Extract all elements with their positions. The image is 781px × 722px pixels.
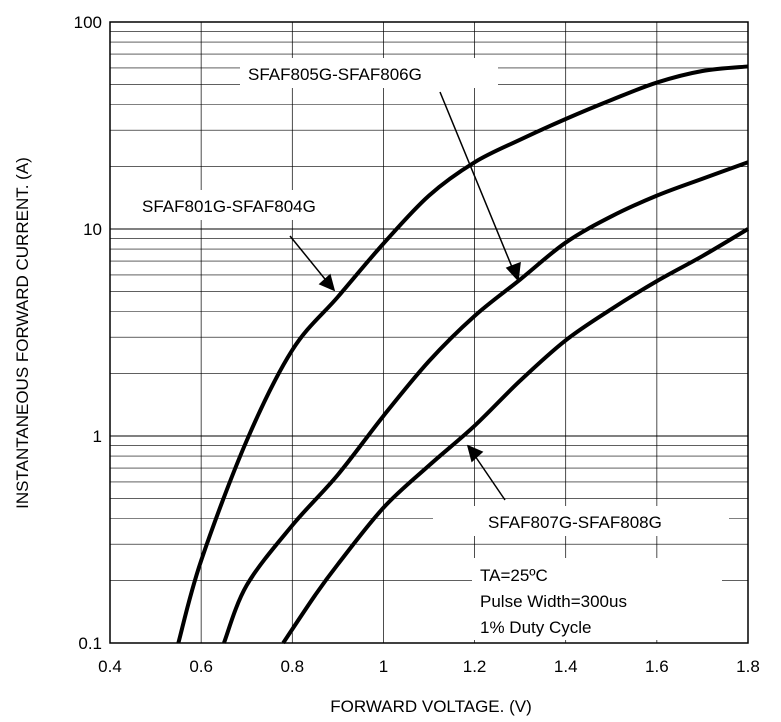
arrow-b-line	[289, 235, 330, 285]
series-label-c-box	[433, 506, 729, 536]
grid	[110, 22, 748, 643]
leader-arrows	[289, 91, 521, 501]
arrow-a-line	[439, 91, 515, 273]
series-line-3	[281, 227, 750, 645]
series-label-c: SFAF807G-SFAF808G	[488, 513, 662, 532]
arrow-c-head	[466, 444, 484, 463]
series-label-a: SFAF805G-SFAF806G	[248, 65, 422, 84]
y-axis-title: INSTANTANEOUS FORWARD CURRENT. (A)	[13, 157, 32, 509]
series-line-1	[176, 64, 749, 644]
y-tick-label: 0.1	[78, 634, 102, 653]
y-tick-label: 10	[83, 220, 102, 239]
series-label-a-box	[240, 58, 498, 88]
condition-temperature: TA=25ºC	[480, 566, 548, 585]
plot-area-frame	[109, 21, 749, 644]
series-curves	[176, 64, 750, 645]
series-line-2	[222, 160, 749, 644]
x-tick-label: 1.4	[554, 657, 578, 676]
arrow-c-line	[472, 452, 506, 501]
x-tick-label: 1	[379, 657, 388, 676]
series-label-b-box	[136, 190, 372, 220]
arrow-a-head	[505, 261, 521, 282]
tick-labels: 0.4 0.6 0.8 1 1.2 1.4 1.6 1.8 0.1 1 10 100	[74, 13, 760, 676]
arrow-b-head	[318, 273, 336, 292]
x-tick-label: 0.6	[189, 657, 213, 676]
x-tick-label: 0.8	[280, 657, 304, 676]
series-label-b: SFAF801G-SFAF804G	[142, 197, 316, 216]
x-tick-label: 0.4	[98, 657, 122, 676]
x-tick-label: 1.8	[736, 657, 760, 676]
y-tick-label: 1	[93, 427, 102, 446]
y-tick-label: 100	[74, 13, 102, 32]
condition-duty-cycle: 1% Duty Cycle	[480, 618, 591, 637]
x-tick-label: 1.2	[463, 657, 487, 676]
x-tick-label: 1.6	[645, 657, 669, 676]
condition-pulse-width: Pulse Width=300us	[480, 592, 627, 611]
x-axis-title: FORWARD VOLTAGE. (V)	[330, 697, 532, 716]
conditions-box	[472, 558, 722, 640]
